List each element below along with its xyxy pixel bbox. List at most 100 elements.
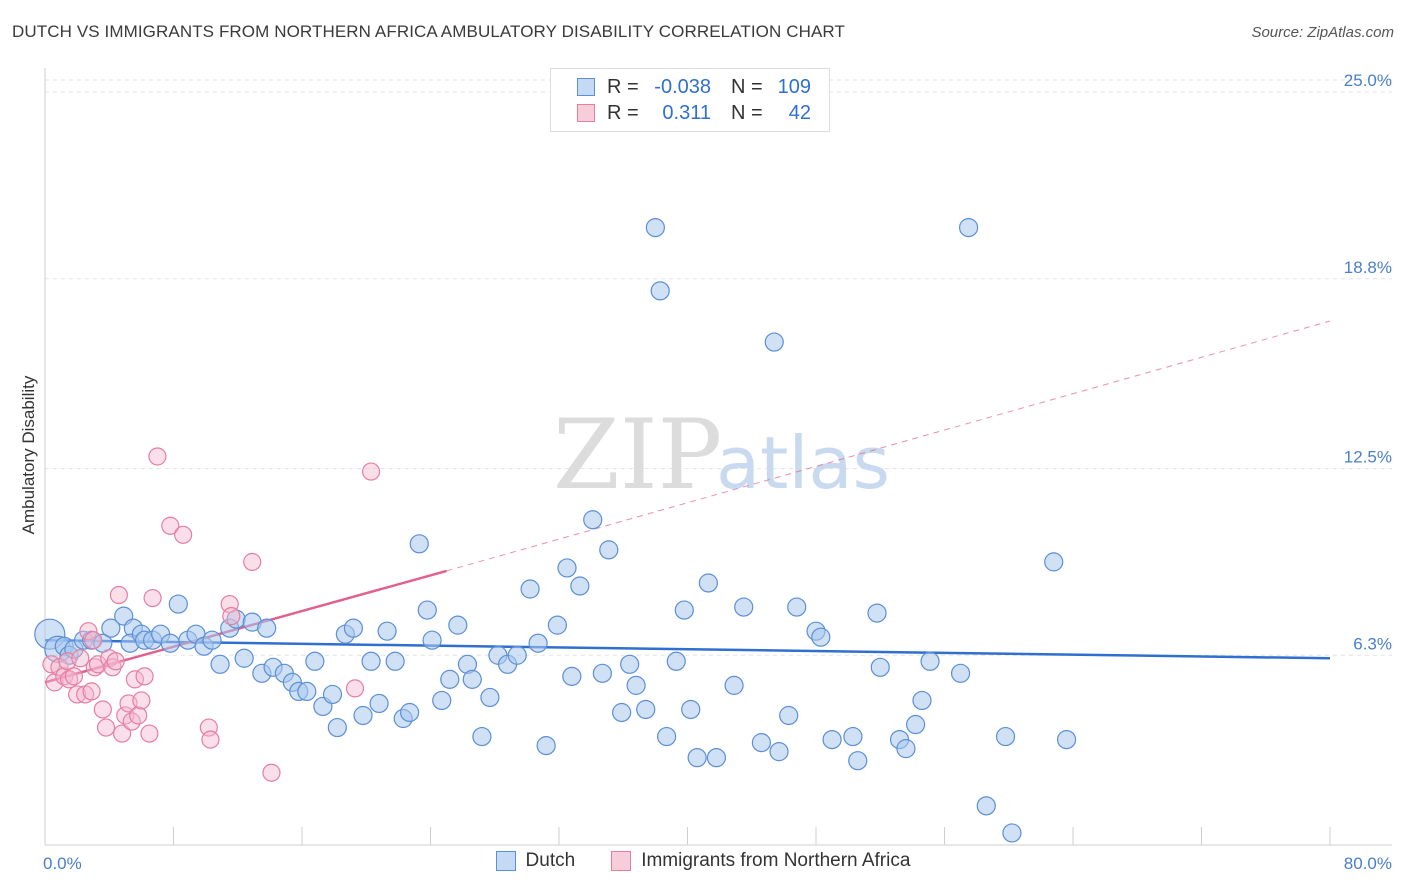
dutch-point: [724, 675, 744, 695]
immigrant-point: [129, 706, 148, 725]
dutch-point: [369, 693, 389, 714]
series-label-immigrants: Immigrants from Northern Africa: [641, 850, 911, 871]
dutch-point: [734, 597, 754, 617]
dutch-point: [1056, 729, 1077, 750]
immigrant-point: [71, 649, 90, 668]
series-legend-dutch[interactable]: Dutch: [495, 850, 575, 872]
series-swatch-immigrants: [611, 851, 632, 871]
series-swatch-dutch: [495, 851, 516, 871]
dutch-point: [848, 751, 868, 771]
dutch-point: [870, 657, 890, 677]
immigrant-point: [222, 607, 241, 626]
dutch-point: [787, 597, 807, 617]
immigrant-points: [42, 447, 381, 782]
y-tick-label: 12.5%: [1344, 448, 1392, 467]
dutch-point: [905, 714, 926, 735]
dutch-point: [636, 699, 656, 720]
immigrant-point: [161, 516, 180, 535]
immigrant-point: [106, 652, 125, 671]
dutch-point: [583, 510, 603, 530]
immigrant-point: [148, 447, 167, 466]
dutch-point: [507, 645, 527, 665]
immigrant-point: [201, 730, 220, 749]
y-tick-label: 25.0%: [1344, 71, 1392, 90]
legend-n-label: N =: [731, 101, 763, 124]
dutch-point: [950, 663, 971, 683]
dutch-point: [361, 651, 381, 671]
immigrant-point: [361, 462, 381, 481]
legend-swatch-dutch: [577, 78, 595, 96]
dutch-point: [305, 651, 325, 671]
dutch-point: [599, 540, 619, 560]
immigrant-point: [84, 631, 103, 650]
dutch-point: [343, 618, 363, 638]
legend-r-value: 0.311: [662, 101, 711, 124]
dutch-point: [462, 669, 482, 689]
dutch-point: [562, 666, 582, 686]
dutch-point: [536, 736, 556, 756]
dutch-point: [1002, 823, 1022, 843]
immigrant-point: [140, 724, 159, 743]
dutch-point: [687, 748, 707, 768]
dutch-point: [779, 705, 799, 726]
legend-swatch-immigrants: [577, 104, 595, 122]
dutch-point: [440, 669, 460, 689]
dutch-point: [706, 748, 727, 768]
watermark: ZIP atlas: [553, 399, 890, 511]
immigrant-point: [96, 718, 116, 737]
dutch-point: [234, 648, 254, 668]
x-tick-label-min: 0.0%: [43, 854, 82, 873]
dutch-point: [101, 618, 121, 638]
series-legend-immigrants[interactable]: Immigrants from Northern Africa: [611, 850, 910, 872]
immigrant-point: [135, 667, 154, 686]
dutch-point: [409, 534, 429, 554]
dutch-point: [764, 332, 784, 352]
dutch-point: [822, 729, 842, 750]
legend-row-immigrants: R = 0.311 N = 42: [577, 101, 811, 125]
y-tick-label: 18.8%: [1344, 258, 1392, 277]
immigrant-point: [64, 667, 84, 686]
legend-n-value: 42: [788, 101, 811, 124]
series-legend: Dutch Immigrants from Northern Africa: [0, 850, 1406, 872]
watermark-zip: ZIP: [553, 399, 722, 511]
immigrant-point: [243, 552, 262, 571]
dutch-point: [681, 699, 701, 720]
immigrant-point: [88, 655, 108, 674]
dutch-point: [432, 690, 452, 711]
immigrant-point: [345, 679, 365, 698]
dutch-points: [34, 217, 1077, 843]
immigrant-point: [132, 691, 151, 710]
dutch-point: [958, 217, 979, 238]
immigrant-point: [262, 763, 281, 782]
dutch-point: [322, 684, 343, 705]
dutch-point: [417, 600, 437, 620]
immigrant-point: [55, 667, 74, 686]
dutch-point: [674, 600, 694, 620]
watermark-atlas: atlas: [716, 421, 890, 505]
immigrant-point: [109, 585, 128, 605]
dutch-point: [666, 651, 686, 671]
dutch-point: [210, 654, 230, 674]
dutch-point: [995, 726, 1016, 747]
dutch-point: [257, 618, 277, 638]
immigrant-point: [174, 525, 193, 544]
dutch-point: [385, 651, 405, 671]
immigrant-point: [85, 658, 104, 677]
trend-line-dutch: [44, 638, 1331, 660]
stats-legend: R = -0.038 N = 109 R = 0.311 N = 42: [550, 68, 830, 132]
dutch-point: [867, 603, 887, 623]
y-tick-label: 6.3%: [1353, 634, 1392, 653]
dutch-point: [626, 675, 646, 695]
legend-n-label: N =: [731, 75, 763, 98]
dutch-point: [650, 281, 670, 301]
dutch-point: [327, 717, 347, 738]
immigrant-point: [79, 622, 98, 641]
dutch-point: [448, 615, 468, 635]
legend-r-label: R =: [607, 101, 639, 124]
dutch-point: [520, 579, 540, 599]
dutch-point: [472, 726, 492, 747]
dutch-point: [570, 576, 590, 596]
immigrant-point: [143, 588, 162, 608]
dutch-point: [547, 615, 567, 635]
